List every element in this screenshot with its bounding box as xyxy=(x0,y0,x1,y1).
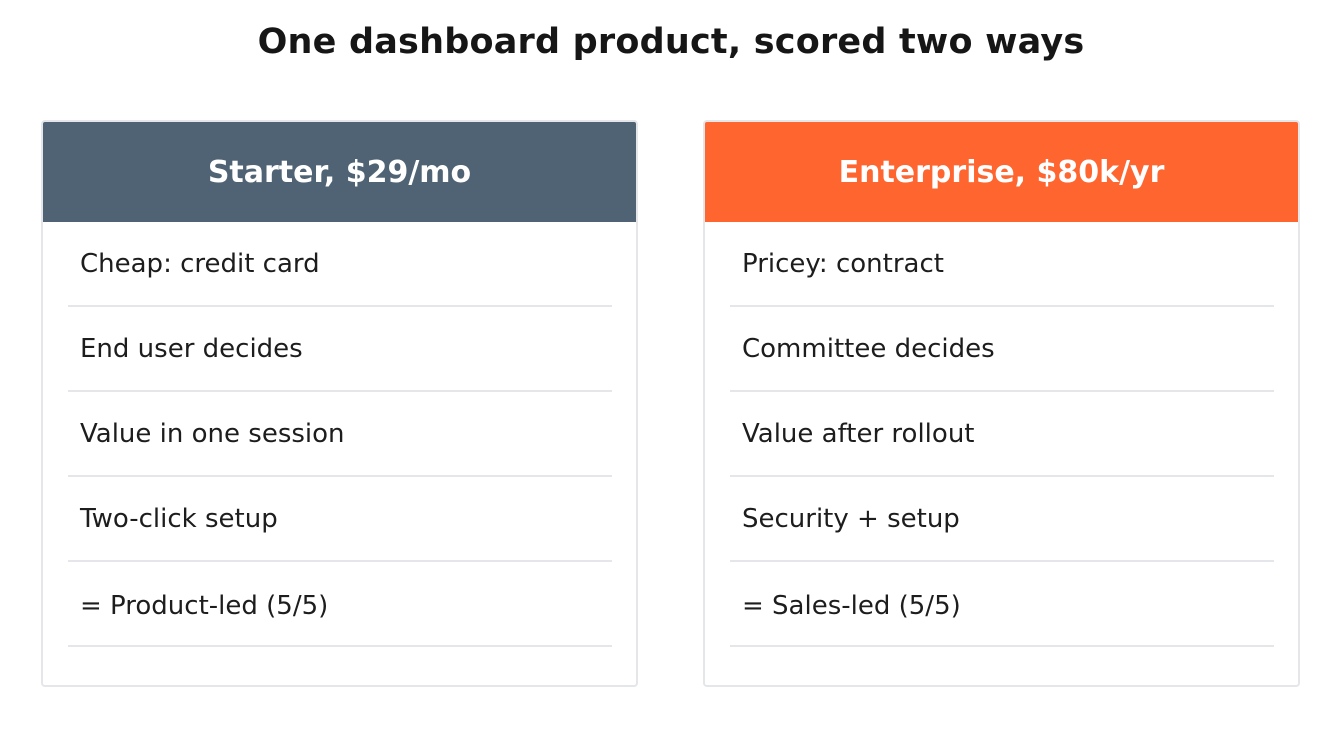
starter-row-result: = Product-led (5/5) xyxy=(68,562,612,647)
enterprise-row-decider: Committee decides xyxy=(730,307,1274,392)
starter-row-setup: Two-click setup xyxy=(68,477,612,562)
enterprise-row-setup: Security + setup xyxy=(730,477,1274,562)
starter-row-value: Value in one session xyxy=(68,392,612,477)
enterprise-card: Enterprise, $80k/yr Pricey: contract Com… xyxy=(703,120,1300,687)
enterprise-row-result: = Sales-led (5/5) xyxy=(730,562,1274,647)
starter-card: Starter, $29/mo Cheap: credit card End u… xyxy=(41,120,638,687)
enterprise-row-price: Pricey: contract xyxy=(730,222,1274,307)
enterprise-card-header: Enterprise, $80k/yr xyxy=(705,122,1298,222)
enterprise-row-value: Value after rollout xyxy=(730,392,1274,477)
page-title: One dashboard product, scored two ways xyxy=(257,22,1085,62)
starter-card-header: Starter, $29/mo xyxy=(43,122,636,222)
starter-card-rows: Cheap: credit card End user decides Valu… xyxy=(43,222,636,647)
starter-row-price: Cheap: credit card xyxy=(68,222,612,307)
starter-row-decider: End user decides xyxy=(68,307,612,392)
enterprise-card-rows: Pricey: contract Committee decides Value… xyxy=(705,222,1298,647)
